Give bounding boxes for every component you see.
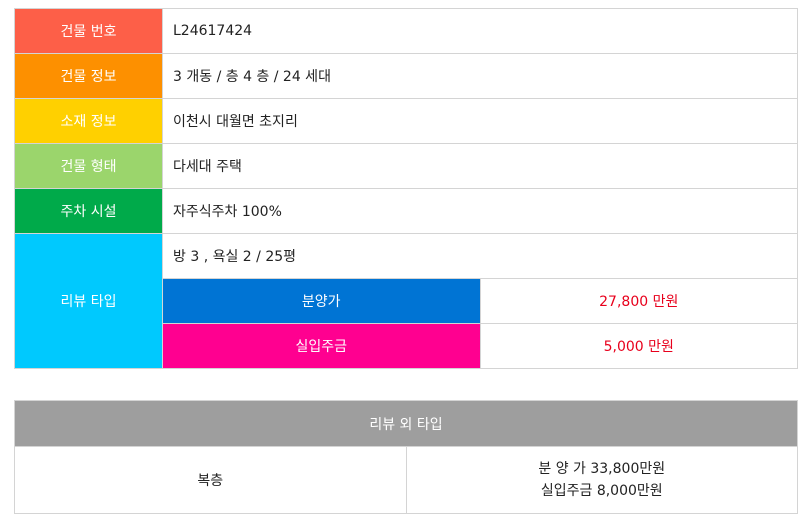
other-type-actual-payment: 실입주금 8,000만원 [540,483,663,499]
actual-payment-row: 실입주금 5,000 만원 [15,323,798,369]
building-number-value: L24617424 [162,8,798,54]
other-types-header-row: 리뷰 외 타입 [14,400,798,447]
actual-payment-label: 실입주금 [162,323,481,369]
building-info-table: 건물 번호 L24617424 건물 정보 3 개동 / 층 4 층 / 24 … [14,8,798,369]
location-row: 소재 정보 이천시 대월면 초지리 [14,98,798,144]
building-number-label: 건물 번호 [14,8,163,54]
other-types-title: 리뷰 외 타입 [14,400,798,447]
building-number-row: 건물 번호 L24617424 [14,8,798,54]
location-value: 이천시 대월면 초지리 [162,98,798,144]
review-rooms-row: 리뷰 타입 방 3 , 욕실 2 / 25평 [14,233,798,369]
other-type-sale-price: 분 양 가 33,800만원 [538,461,666,477]
location-label: 소재 정보 [14,98,163,144]
sale-price-value: 27,800 만원 [479,278,798,324]
other-types-table: 리뷰 외 타입 복층 분 양 가 33,800만원 실입주금 8,000만원 [14,400,798,514]
review-rooms-value: 방 3 , 욕실 2 / 25평 [162,233,798,279]
sale-price-label: 분양가 [162,278,481,324]
building-info-label: 건물 정보 [14,53,163,99]
sale-price-row: 분양가 27,800 만원 [15,278,798,324]
building-type-label: 건물 형태 [14,143,163,189]
parking-row: 주차 시설 자주식주차 100% [14,188,798,234]
building-info-value: 3 개동 / 층 4 층 / 24 세대 [162,53,798,99]
building-type-row: 건물 형태 다세대 주택 [14,143,798,189]
review-type-label: 리뷰 타입 [14,233,163,369]
building-info-row: 건물 정보 3 개동 / 층 4 층 / 24 세대 [14,53,798,99]
parking-label: 주차 시설 [14,188,163,234]
other-type-details: 분 양 가 33,800만원 실입주금 8,000만원 [405,446,798,514]
building-type-value: 다세대 주택 [162,143,798,189]
other-type-row: 복층 분 양 가 33,800만원 실입주금 8,000만원 [14,446,798,514]
other-type-name: 복층 [14,446,407,514]
actual-payment-value: 5,000 만원 [479,323,798,369]
parking-value: 자주식주차 100% [162,188,798,234]
